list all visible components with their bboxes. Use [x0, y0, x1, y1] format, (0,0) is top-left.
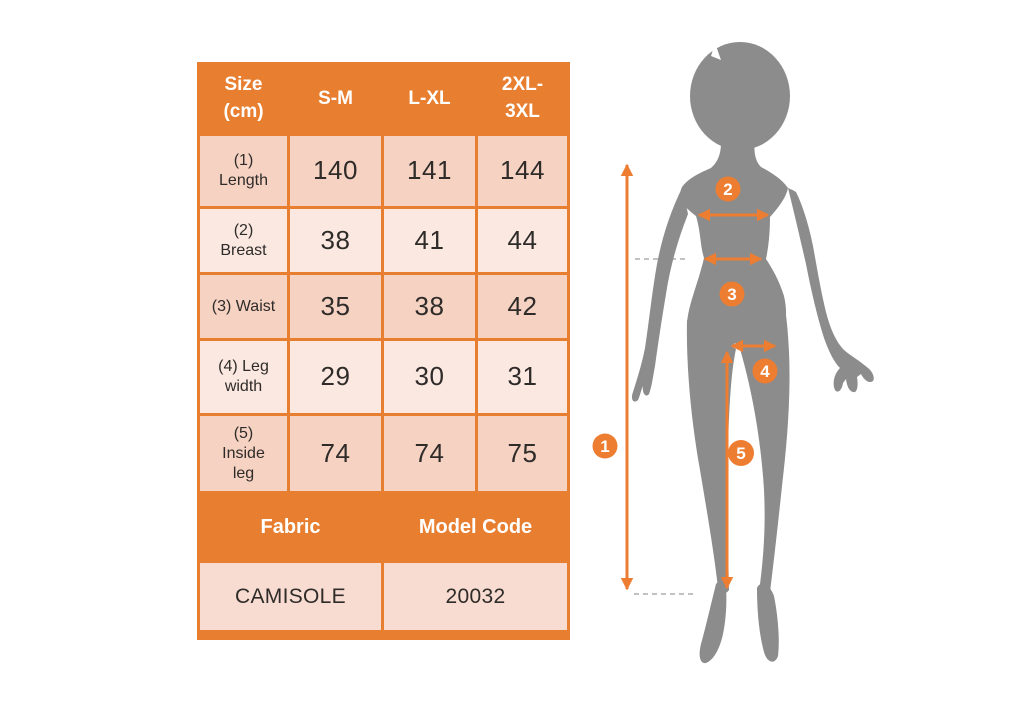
- measurement-value: 30: [384, 341, 478, 416]
- measurement-value: 38: [384, 275, 478, 341]
- right-foot: [757, 583, 779, 662]
- measurement-value: 41: [384, 209, 478, 275]
- measurement-value: 74: [384, 416, 478, 494]
- model-code-value: 20032: [384, 563, 567, 630]
- left-foot: [699, 581, 727, 664]
- measurement-value: 140: [290, 136, 384, 209]
- measurement-value: 35: [290, 275, 384, 341]
- female-body-silhouette: [631, 42, 874, 664]
- marker-5: 5: [728, 440, 754, 466]
- torso: [680, 130, 788, 349]
- marker-3-circle: [719, 281, 745, 307]
- marker-1-number: 1: [600, 437, 609, 456]
- marker-2-circle: [715, 176, 741, 202]
- measurement-value: 74: [290, 416, 384, 494]
- measurement-label-leg-width: (4) Leg width: [200, 341, 290, 416]
- model-code-header: Model Code: [384, 494, 567, 563]
- marker-4-number: 4: [760, 362, 770, 381]
- marker-badges: 1 2 3 4 5: [592, 176, 778, 466]
- measure-arrows: [620, 163, 777, 591]
- measurement-label-breast: (2) Breast: [200, 209, 290, 275]
- measurement-label-waist: (3) Waist: [200, 275, 290, 341]
- column-header-2xl-3xl: 2XL- 3XL: [478, 65, 567, 136]
- measurement-label-length: (1) Length: [200, 136, 290, 209]
- marker-4-circle: [752, 358, 778, 384]
- right-arm: [788, 188, 874, 393]
- measurement-value: 75: [478, 416, 567, 494]
- marker-4: 4: [752, 358, 778, 384]
- marker-5-circle: [728, 440, 754, 466]
- size-chart-table: Size (cm) S-M L-XL 2XL- 3XL (1) Length 1…: [197, 62, 570, 640]
- measurement-label-inside-leg: (5) Inside leg: [200, 416, 290, 494]
- marker-3: 3: [719, 281, 745, 307]
- column-header-l-xl: L-XL: [384, 65, 478, 136]
- left-arm: [631, 186, 688, 402]
- measurement-value: 44: [478, 209, 567, 275]
- size-unit-header: Size (cm): [200, 65, 290, 136]
- measurement-value: 42: [478, 275, 567, 341]
- marker-2-number: 2: [723, 180, 732, 199]
- measurement-value: 29: [290, 341, 384, 416]
- measurement-diagram: 1 2 3 4 5: [592, 42, 874, 664]
- marker-1: 1: [592, 433, 618, 459]
- measurement-value: 144: [478, 136, 567, 209]
- head: [690, 42, 790, 150]
- measurement-value: 31: [478, 341, 567, 416]
- marker-1-circle: [592, 433, 618, 459]
- measurement-value: 141: [384, 136, 478, 209]
- measurement-value: 38: [290, 209, 384, 275]
- column-header-s-m: S-M: [290, 65, 384, 136]
- hair-part-notch: [711, 43, 721, 60]
- fabric-header: Fabric: [200, 494, 384, 563]
- marker-3-number: 3: [727, 285, 736, 304]
- marker-2: 2: [715, 176, 741, 202]
- fabric-value: CAMISOLE: [200, 563, 384, 630]
- marker-5-number: 5: [736, 444, 745, 463]
